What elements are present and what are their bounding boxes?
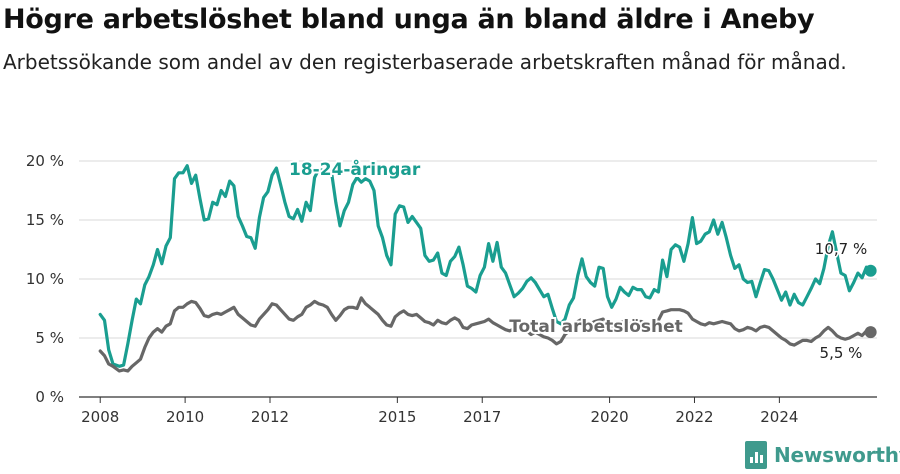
x-tick-label: 2010 — [166, 408, 204, 426]
y-tick-label: 5 % — [35, 329, 64, 347]
series-label-youth: 18-24-åringar — [289, 158, 421, 180]
end-label-youth: 10,7 % — [815, 240, 867, 258]
x-tick-label: 2024 — [760, 408, 798, 426]
series-line-total — [98, 296, 873, 373]
newsworthy-logo-icon — [745, 441, 767, 469]
x-tick-label: 2008 — [81, 408, 119, 426]
x-tick-label: 2020 — [590, 408, 628, 426]
series-label-total: Total arbetslöshet — [509, 317, 683, 337]
y-tick-label: 20 % — [26, 152, 64, 170]
brand-logo: Newsworthy — [745, 441, 900, 469]
x-tick-label: 2015 — [378, 408, 416, 426]
end-marker-youth — [864, 264, 877, 277]
series-line-youth — [98, 164, 873, 368]
x-tick-label: 2012 — [251, 408, 289, 426]
x-tick-label: 2022 — [675, 408, 713, 426]
brand-name: Newsworthy — [774, 443, 900, 467]
y-tick-label: 15 % — [26, 211, 64, 229]
chart-subtitle: Arbetssökande som andel av den registerb… — [3, 50, 847, 74]
y-tick-label: 10 % — [26, 270, 64, 288]
end-label-total: 5,5 % — [820, 344, 863, 362]
x-tick-label: 2017 — [463, 408, 501, 426]
y-tick-label: 0 % — [35, 388, 64, 406]
chart-title: Högre arbetslöshet bland unga än bland ä… — [3, 4, 815, 35]
end-marker-total — [864, 326, 877, 339]
